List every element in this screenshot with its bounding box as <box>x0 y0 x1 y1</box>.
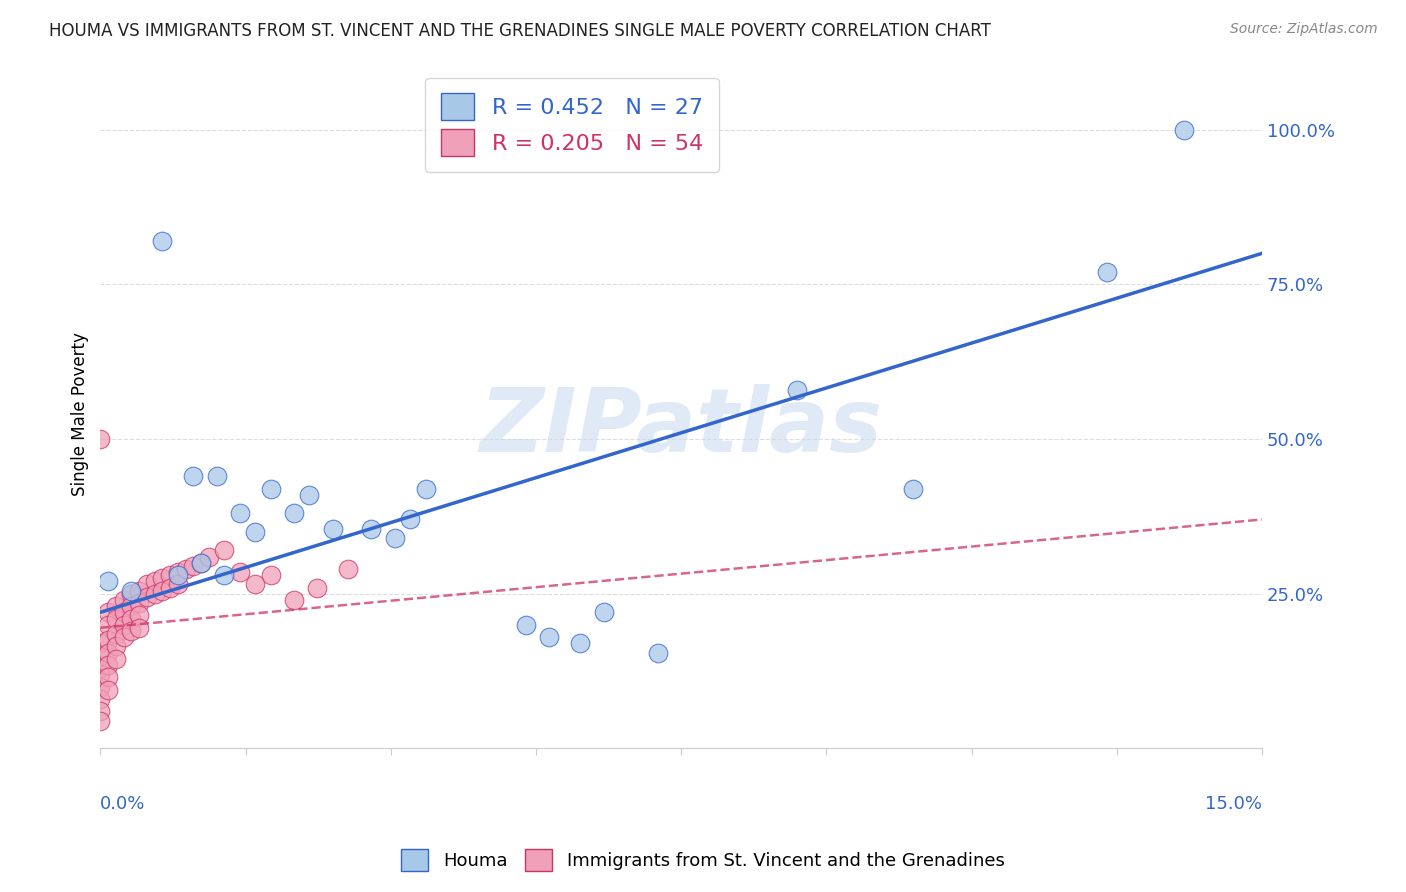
Point <box>128 596 150 610</box>
Point <box>212 568 235 582</box>
Point <box>283 593 305 607</box>
Point <box>647 646 669 660</box>
Point <box>166 565 188 579</box>
Point <box>181 558 204 573</box>
Point <box>128 621 150 635</box>
Point <box>97 574 120 589</box>
Point <box>298 488 321 502</box>
Point <box>89 667 111 681</box>
Point <box>229 506 252 520</box>
Point <box>120 587 142 601</box>
Point <box>120 583 142 598</box>
Point <box>384 531 406 545</box>
Text: Source: ZipAtlas.com: Source: ZipAtlas.com <box>1230 22 1378 37</box>
Point <box>89 714 111 728</box>
Point <box>166 568 188 582</box>
Point <box>1173 122 1195 136</box>
Point <box>135 577 157 591</box>
Point <box>903 482 925 496</box>
Point <box>128 608 150 623</box>
Point <box>322 522 344 536</box>
Point <box>159 581 181 595</box>
Point <box>112 630 135 644</box>
Y-axis label: Single Male Poverty: Single Male Poverty <box>72 333 89 496</box>
Point <box>97 605 120 619</box>
Point <box>135 590 157 604</box>
Point <box>89 704 111 718</box>
Point <box>159 568 181 582</box>
Point <box>197 549 219 564</box>
Point <box>515 617 537 632</box>
Point <box>104 599 127 614</box>
Point <box>786 383 808 397</box>
Text: ZIPatlas: ZIPatlas <box>479 384 883 471</box>
Point <box>104 611 127 625</box>
Point <box>205 469 228 483</box>
Point <box>97 657 120 672</box>
Point <box>97 682 120 697</box>
Point <box>399 512 422 526</box>
Point <box>89 432 111 446</box>
Point <box>337 562 360 576</box>
Point <box>97 617 120 632</box>
Point <box>569 636 592 650</box>
Point <box>112 617 135 632</box>
Point <box>150 571 173 585</box>
Point <box>1095 265 1118 279</box>
Point <box>143 587 166 601</box>
Point <box>128 583 150 598</box>
Text: HOUMA VS IMMIGRANTS FROM ST. VINCENT AND THE GRENADINES SINGLE MALE POVERTY CORR: HOUMA VS IMMIGRANTS FROM ST. VINCENT AND… <box>49 22 991 40</box>
Point <box>89 680 111 694</box>
Point <box>245 524 267 539</box>
Point <box>538 630 561 644</box>
Point <box>166 577 188 591</box>
Point <box>97 633 120 648</box>
Point <box>120 611 142 625</box>
Point <box>592 605 614 619</box>
Point <box>104 627 127 641</box>
Text: 15.0%: 15.0% <box>1205 796 1263 814</box>
Point <box>190 556 212 570</box>
Point <box>229 565 252 579</box>
Point <box>120 624 142 638</box>
Point <box>190 556 212 570</box>
Point <box>97 670 120 684</box>
Point <box>97 646 120 660</box>
Legend: R = 0.452   N = 27, R = 0.205   N = 54: R = 0.452 N = 27, R = 0.205 N = 54 <box>425 78 718 172</box>
Point <box>150 234 173 248</box>
Point <box>245 577 267 591</box>
Point <box>150 583 173 598</box>
Point <box>112 593 135 607</box>
Point <box>283 506 305 520</box>
Point <box>260 482 283 496</box>
Point <box>174 562 197 576</box>
Point <box>212 543 235 558</box>
Text: 0.0%: 0.0% <box>100 796 146 814</box>
Point <box>112 605 135 619</box>
Point <box>89 692 111 706</box>
Point <box>181 469 204 483</box>
Point <box>89 636 111 650</box>
Point <box>307 581 329 595</box>
Point <box>104 640 127 654</box>
Point <box>89 648 111 663</box>
Point <box>89 661 111 675</box>
Point <box>104 651 127 665</box>
Point <box>120 599 142 614</box>
Point <box>143 574 166 589</box>
Point <box>415 482 437 496</box>
Point <box>260 568 283 582</box>
Legend: Houma, Immigrants from St. Vincent and the Grenadines: Houma, Immigrants from St. Vincent and t… <box>394 842 1012 879</box>
Point <box>360 522 382 536</box>
